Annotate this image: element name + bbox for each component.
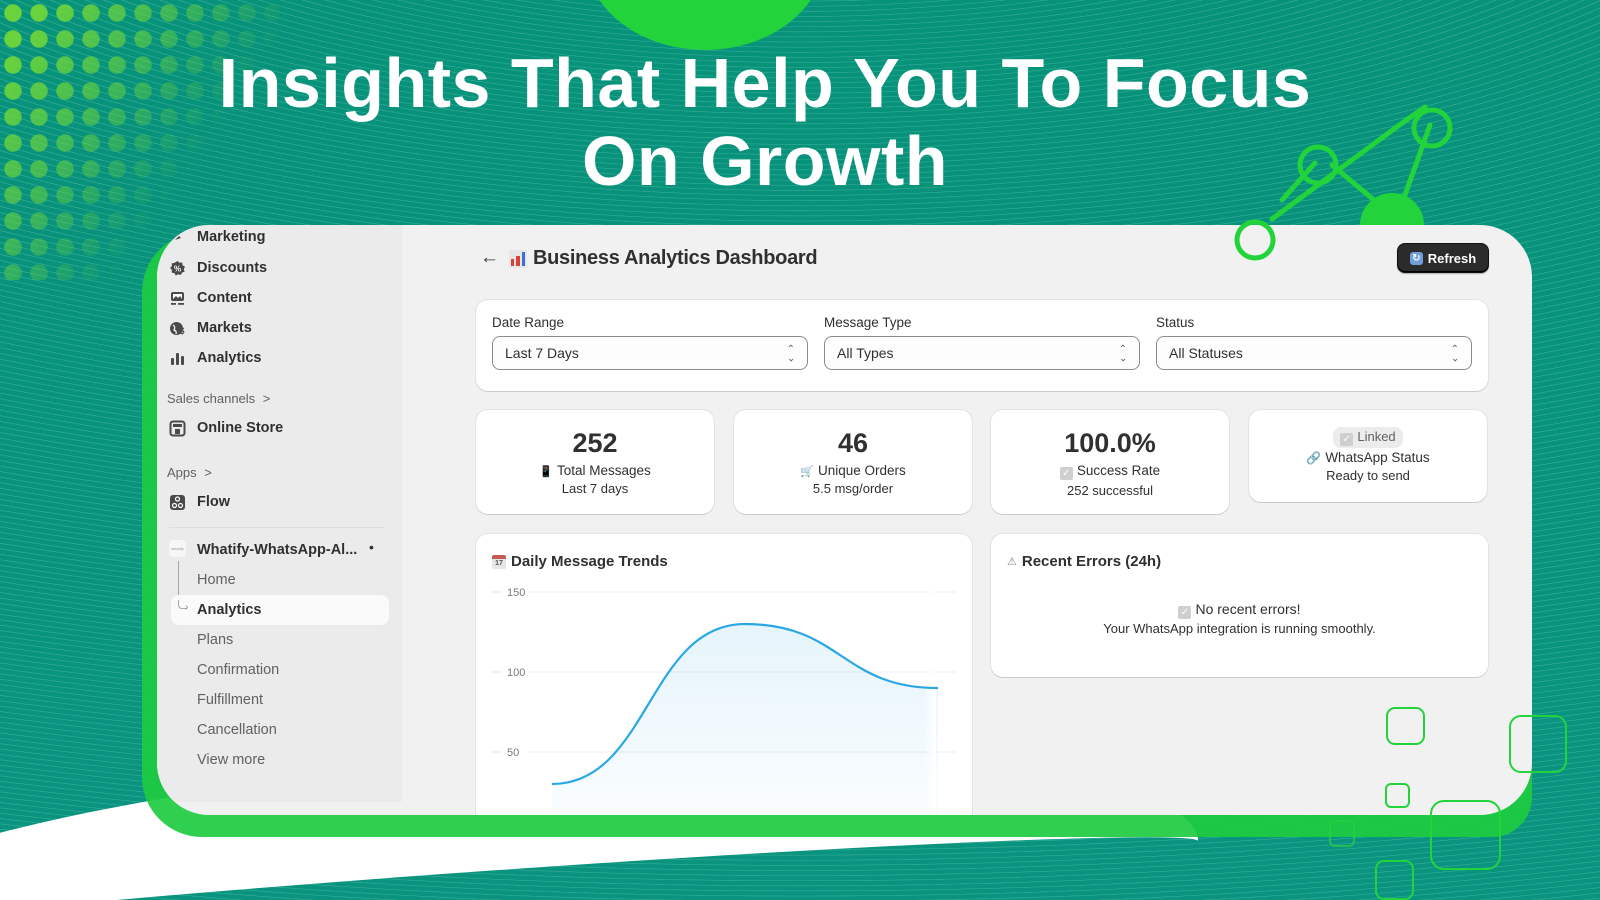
svg-text:150: 150 <box>507 587 525 599</box>
growth-graph-decoration <box>1234 104 1453 261</box>
date-range-label: Date Range <box>492 315 565 330</box>
select-chevron-icon: ⌃ ⌃ <box>786 344 795 363</box>
sidebar-item-flow[interactable]: Flow <box>169 488 230 516</box>
mobile-phone-icon: 📱 <box>539 466 553 478</box>
flow-icon <box>169 494 186 511</box>
megaphone-icon <box>169 229 186 246</box>
back-arrow-icon[interactable]: ← <box>480 247 499 268</box>
square-decoration <box>1430 800 1501 870</box>
message-type-label: Message Type <box>824 315 912 330</box>
bar-chart-emoji-icon <box>509 249 527 268</box>
date-range-select[interactable]: Last 7 Days ⌃ ⌃ <box>492 336 808 370</box>
status-select[interactable]: All Statuses ⌃ ⌃ <box>1156 336 1472 370</box>
sidebar-item-discounts[interactable]: % Discounts <box>169 254 267 282</box>
svg-text:100: 100 <box>507 667 525 679</box>
square-decoration <box>1509 715 1567 773</box>
svg-text:$: $ <box>179 326 184 336</box>
select-chevron-icon: ⌃ ⌃ <box>1450 344 1459 363</box>
sidebar-item-online-store[interactable]: Online Store <box>169 414 283 442</box>
refresh-icon: ↻ <box>1409 251 1423 265</box>
content-image-icon <box>169 290 186 307</box>
no-errors-message: ✓ No recent errors! <box>991 601 1488 619</box>
link-icon: 🔗 <box>1306 451 1322 465</box>
svg-text:%: % <box>174 264 181 273</box>
stat-sub: 5.5 msg/order <box>812 481 894 496</box>
message-type-filter: Message Type All Types ⌃ ⌃ <box>824 315 1140 370</box>
sidebar-subitem-analytics[interactable]: Analytics <box>197 602 262 618</box>
select-chevron-icon: ⌃ ⌃ <box>1118 344 1127 363</box>
checkbox-icon: ✓ <box>1059 467 1073 480</box>
hero-line-1: Insights That Help You To Focus <box>218 44 1312 122</box>
tree-arrow-icon: › <box>185 602 189 613</box>
stat-sub: Ready to send <box>1326 468 1410 483</box>
chevron-right-icon: > <box>204 465 212 480</box>
sidebar-subitem-cancellation[interactable]: Cancellation <box>197 722 277 738</box>
page-title: Business Analytics Dashboard <box>509 247 818 270</box>
active-highlight <box>171 595 389 625</box>
sidebar-subitem-view-more[interactable]: View more <box>197 752 266 768</box>
status-label: Status <box>1156 315 1195 330</box>
checkbox-icon: ✓ <box>1340 433 1354 446</box>
sidebar-item-analytics[interactable]: Analytics <box>169 344 261 372</box>
sidebar: Marketing % Discounts Content $ Markets … <box>157 225 402 802</box>
checkbox-icon: ✓ <box>1178 606 1192 619</box>
sidebar-item-markets[interactable]: $ Markets <box>169 314 252 342</box>
hero-line-2: On Growth <box>581 122 949 200</box>
sidebar-app-whatify[interactable]: Whatify-WhatsApp-Al... <box>197 542 358 558</box>
tree-connector <box>178 561 179 609</box>
globe-dollar-icon: $ <box>169 320 186 337</box>
stat-card-total-messages: 252 📱 Total Messages Last 7 days <box>476 410 714 514</box>
daily-trends-title: 17 Daily Message Trends <box>492 553 668 570</box>
no-errors-subtext: Your WhatsApp integration is running smo… <box>1103 621 1376 636</box>
sidebar-item-marketing[interactable]: Marketing <box>169 225 266 251</box>
sidebar-item-content[interactable]: Content <box>169 284 252 312</box>
svg-text:50: 50 <box>507 747 519 759</box>
square-decoration <box>1385 783 1410 808</box>
tree-elbow <box>178 600 187 609</box>
stat-value: 46 <box>837 428 869 458</box>
sales-channels-header[interactable]: Sales channels > <box>167 391 271 406</box>
stat-sub: Last 7 days <box>561 481 629 496</box>
sidebar-subitem-fulfillment[interactable]: Fulfillment <box>197 692 264 708</box>
date-range-filter: Date Range Last 7 Days ⌃ ⌃ <box>492 315 808 370</box>
pin-indicator: • <box>369 539 374 555</box>
stat-value: 100.0% <box>1064 428 1156 458</box>
whatify-app-icon: whatify <box>169 540 186 557</box>
square-decoration <box>1386 707 1425 745</box>
recent-errors-card: ⚠ Recent Errors (24h) ✓ No recent errors!… <box>991 534 1488 677</box>
sidebar-subitem-plans[interactable]: Plans <box>197 632 234 648</box>
stat-card-success-rate: 100.0% ✓ Success Rate 252 successful <box>991 410 1229 514</box>
status-filter: Status All Statuses ⌃ ⌃ <box>1156 315 1472 370</box>
main-content: ← Business Analytics Dashboard ↻ Refresh… <box>402 225 1532 815</box>
filters-card: Date Range Last 7 Days ⌃ ⌃ Message Type A… <box>476 300 1488 391</box>
bar-chart-icon <box>169 350 186 367</box>
daily-trends-card: 17 Daily Message Trends 50 100 150 <box>476 534 972 815</box>
message-type-select[interactable]: All Types ⌃ ⌃ <box>824 336 1140 370</box>
daily-trends-chart: 50 100 150 <box>492 554 956 815</box>
recent-errors-title: ⚠ Recent Errors (24h) <box>1007 553 1162 570</box>
stat-sub: 252 successful <box>1067 483 1153 498</box>
stat-card-whatsapp-status: ✓ Linked 🔗 WhatsApp Status Ready to send <box>1249 410 1487 502</box>
chevron-right-icon: > <box>262 391 271 406</box>
linked-badge: ✓ Linked <box>1333 427 1403 448</box>
store-icon <box>169 420 186 437</box>
square-decoration <box>1375 860 1414 900</box>
stat-card-unique-orders: 46 🛒 Unique Orders 5.5 msg/order <box>734 410 972 514</box>
hero-headline: Insights That Help You To Focus On Growt… <box>0 44 1530 200</box>
sidebar-subitem-confirmation[interactable]: Confirmation <box>197 662 280 678</box>
refresh-button[interactable]: ↻ Refresh <box>1397 243 1489 273</box>
shopping-cart-icon: 🛒 <box>800 466 814 478</box>
stat-value: 252 <box>572 428 618 458</box>
calendar-icon: 17 <box>492 554 506 569</box>
apps-header[interactable]: Apps > <box>167 465 212 480</box>
sidebar-subitem-home[interactable]: Home <box>197 572 236 588</box>
square-decoration <box>1329 820 1355 847</box>
app-window: Marketing % Discounts Content $ Markets … <box>157 225 1532 815</box>
warning-icon: ⚠ <box>1007 556 1017 568</box>
sidebar-divider <box>169 527 384 528</box>
discount-badge-icon: % <box>169 260 186 277</box>
